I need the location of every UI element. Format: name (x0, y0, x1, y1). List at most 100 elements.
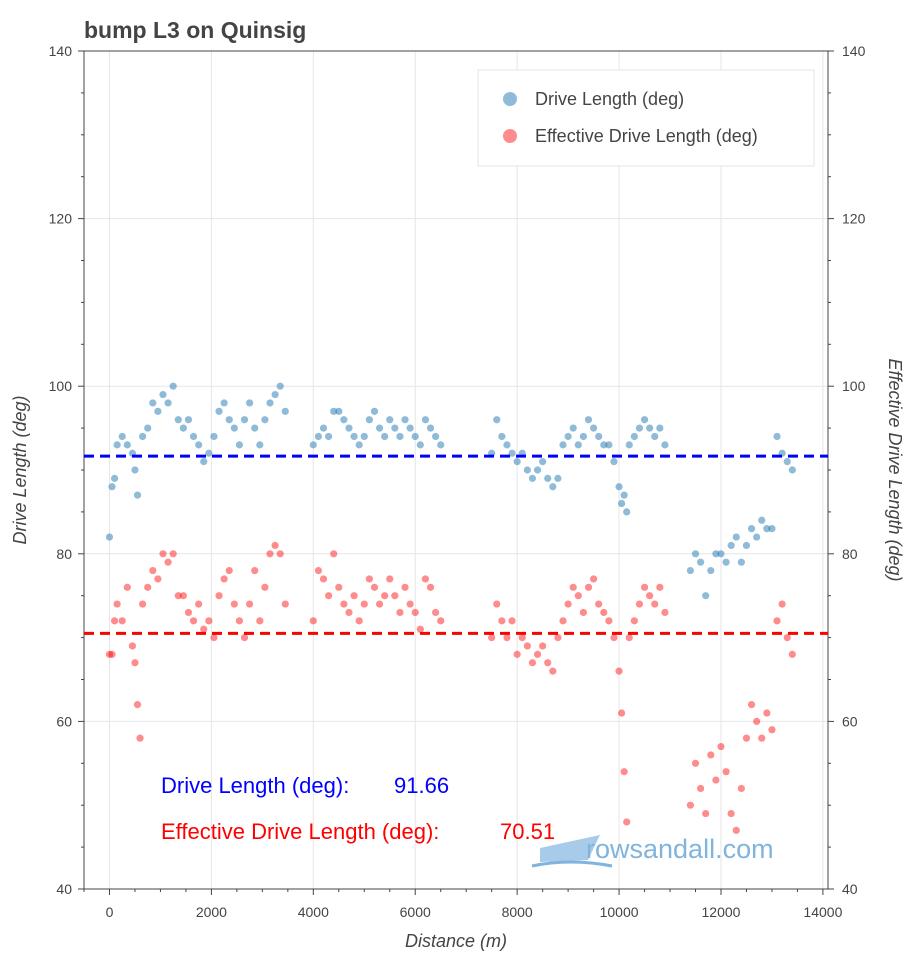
drive-length-point (732, 533, 740, 541)
drive-length-point (727, 541, 735, 550)
effective-drive-length-point (370, 583, 379, 591)
drive-length-point (569, 424, 577, 432)
drive-length-point (345, 424, 353, 432)
y-axis-label-left: Drive Length (deg) (10, 395, 30, 544)
effective-drive-length-point (118, 617, 126, 625)
drive-length-point (625, 441, 633, 449)
effective-drive-length-point (640, 583, 649, 591)
drive-length-point (375, 424, 384, 432)
x-tick-label: 2000 (196, 904, 227, 920)
drive-length-point (189, 432, 198, 441)
watermark-wave-icon (531, 860, 613, 868)
effective-drive-length-point (189, 617, 198, 625)
drive-length-point (251, 424, 259, 432)
drive-length-point (230, 424, 238, 432)
effective-drive-length-point (493, 600, 501, 608)
effective-drive-length-point (411, 608, 419, 617)
drive-length-point (768, 525, 776, 533)
annotation-drive-length-label: Drive Length (deg): (161, 773, 349, 798)
annotation-drive-length-value: 91.66 (394, 773, 449, 798)
drive-length-point (559, 441, 567, 449)
effective-drive-length-point (605, 617, 613, 625)
drive-length-point (256, 441, 264, 449)
x-tick-label: 10000 (600, 904, 639, 920)
effective-drive-length-point (559, 617, 567, 625)
drive-length-point (246, 399, 254, 407)
effective-drive-length-point (742, 734, 751, 742)
drive-length-point (656, 424, 664, 432)
drive-length-point (386, 416, 394, 424)
effective-drive-length-point (330, 550, 338, 558)
grid (84, 50, 828, 890)
drive-length-point (763, 525, 771, 533)
drive-length-point (691, 550, 700, 558)
effective-drive-length-point (401, 583, 409, 591)
drive-length-point (360, 432, 368, 441)
drive-length-point (788, 466, 796, 474)
drive-length-point (355, 441, 363, 449)
drive-length-point (220, 399, 228, 407)
drive-length-point (411, 432, 419, 441)
drive-length-point (554, 474, 562, 482)
effective-drive-length-point (768, 726, 776, 734)
drive-length-point (131, 466, 139, 474)
drive-length-point (365, 416, 373, 424)
drive-length-point (406, 424, 414, 432)
legend: Drive Length (deg) Effective Drive Lengt… (477, 69, 815, 167)
effective-drive-length-point (386, 575, 394, 583)
effective-drive-length-point (110, 617, 119, 625)
drive-length-point (340, 416, 348, 424)
effective-drive-length-point (615, 667, 623, 675)
drive-length-point (564, 432, 572, 441)
drive-length-point (314, 432, 323, 441)
effective-drive-length-point (544, 659, 552, 667)
effective-drive-length-point (144, 583, 152, 591)
drive-length-point (686, 566, 695, 575)
effective-drive-length-point (595, 600, 603, 608)
drive-length-point (589, 424, 598, 432)
legend-marker-drive-length (503, 92, 517, 106)
drive-length-point (261, 416, 269, 424)
effective-drive-length-point (747, 701, 756, 709)
effective-drive-length-point (564, 600, 572, 608)
drive-length-point (610, 458, 618, 466)
effective-drive-length-point (758, 734, 766, 742)
drive-length-point (758, 516, 766, 524)
effective-drive-length-point (554, 634, 562, 642)
mean-lines (84, 454, 828, 635)
effective-drive-length-point (184, 608, 193, 617)
drive-length-point (539, 458, 547, 466)
x-tick-label: 4000 (298, 904, 329, 920)
drive-length-point (498, 432, 506, 441)
drive-length-point (437, 441, 445, 449)
effective-drive-length-point (113, 600, 121, 608)
x-tick-label: 6000 (400, 904, 431, 920)
drive-length-point (620, 491, 628, 499)
legend-box (477, 69, 815, 167)
effective-drive-length-point (128, 642, 137, 650)
effective-drive-length-point (416, 625, 424, 633)
effective-drive-length-point (325, 592, 333, 600)
drive-length-point (773, 432, 781, 441)
effective-drive-length-point (574, 592, 582, 600)
effective-drive-length-point (523, 642, 531, 650)
legend-label-effective-drive-length: Effective Drive Length (deg) (535, 126, 758, 146)
drive-length-point (123, 441, 131, 449)
drive-length-point (330, 407, 338, 415)
effective-drive-length-point (732, 826, 740, 834)
drive-length-point (174, 416, 182, 424)
effective-drive-length-point (314, 566, 323, 575)
effective-drive-length-point (707, 751, 715, 759)
annotations: Drive Length (deg): 91.66 Effective Driv… (161, 773, 555, 844)
drive-length-point (149, 399, 157, 407)
effective-drive-length-point (276, 550, 284, 558)
effective-drive-length-point (220, 575, 228, 583)
effective-drive-length-point (737, 784, 745, 793)
effective-drive-length-point (240, 634, 249, 642)
effective-drive-length-point (205, 617, 213, 625)
effective-drive-length-point (391, 592, 399, 600)
effective-drive-length-point (345, 608, 353, 617)
effective-drive-length-point (623, 818, 631, 826)
effective-drive-length-point (503, 634, 511, 642)
effective-drive-length-point (355, 617, 363, 625)
